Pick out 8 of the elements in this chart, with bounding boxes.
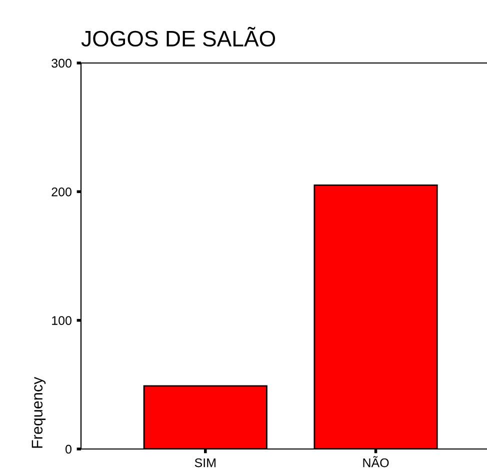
y-tick-label: 200 — [52, 187, 72, 196]
y-tick-label: 100 — [52, 316, 72, 325]
y-axis-title: Frequency — [32, 376, 46, 448]
y-tick-label: 0 — [66, 444, 72, 454]
x-tick-label: SIM — [194, 458, 216, 468]
chart-title: JOGOS DE SALÃO — [81, 26, 276, 47]
x-tick-label: NÃO — [363, 456, 389, 468]
y-tick-label: 300 — [52, 58, 72, 68]
